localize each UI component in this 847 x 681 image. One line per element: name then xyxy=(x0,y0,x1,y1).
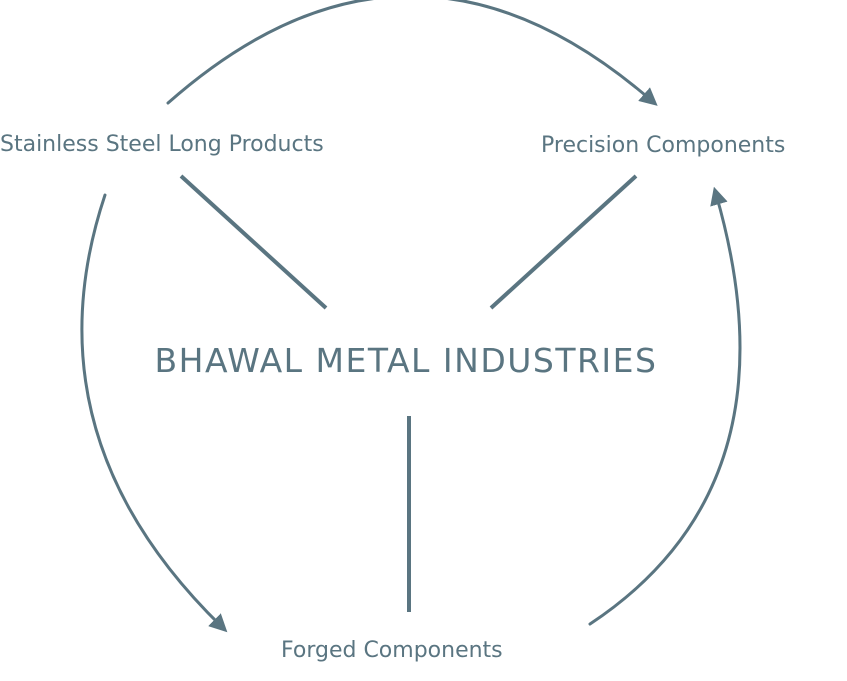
node-precision-components: Precision Components xyxy=(541,133,786,158)
spoke-line-precision xyxy=(489,174,638,310)
arrow-stainless-to-forged xyxy=(80,193,228,633)
spoke-line-stainless xyxy=(179,174,328,310)
node-forged-components: Forged Components xyxy=(281,638,503,663)
node-stainless-steel-long-products: Stainless Steel Long Products xyxy=(0,132,324,157)
arrow-forged-to-precision xyxy=(588,186,742,626)
center-title: BHAWAL METAL INDUSTRIES xyxy=(154,341,658,380)
arrow-stainless-to-precision xyxy=(166,0,658,106)
